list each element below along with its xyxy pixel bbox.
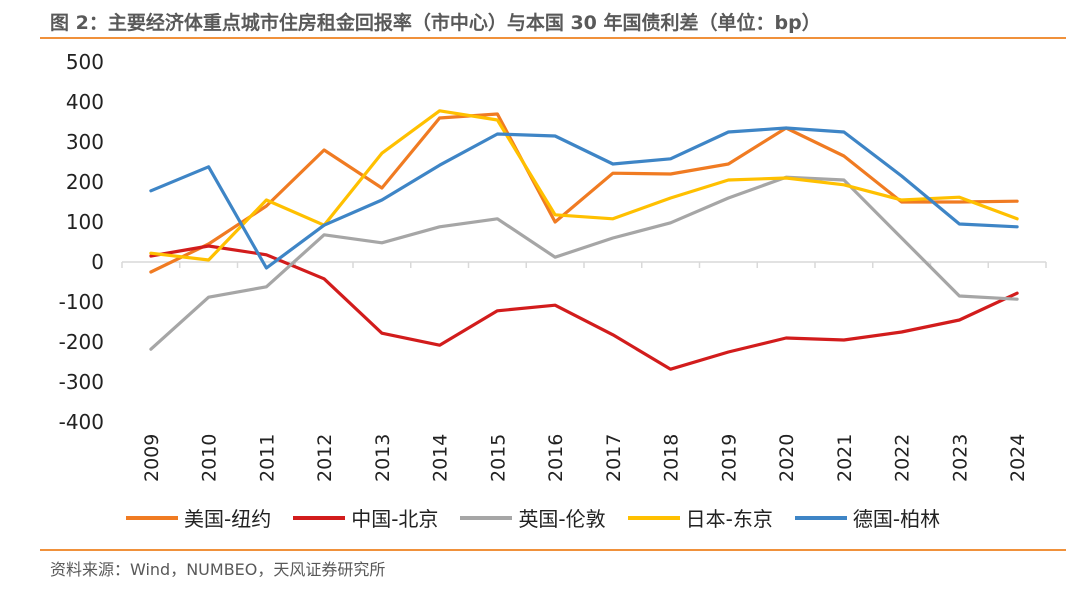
legend-swatch [627,515,680,520]
x-tick-label: 2012 [314,434,336,482]
x-tick-label: 2014 [430,434,452,482]
legend-item-0: 美国-纽约 [126,503,271,532]
legend-swatch [126,515,178,520]
x-tick-label: 2021 [834,434,856,482]
y-tick-label: 0 [91,250,104,274]
x-tick-label: 2019 [718,434,740,482]
x-axis: 2009 2010 2011 2012 2013 2014 2015 2016 2017 2018… [121,261,1047,482]
y-tick-label: -100 [59,290,104,314]
legend-swatch [460,515,513,520]
x-tick-label: 2023 [949,434,971,482]
y-tick-label: -200 [59,330,104,354]
legend-swatch [794,515,847,520]
x-tick-label: 2024 [1007,434,1029,482]
legend-label: 日本-东京 [685,507,773,531]
x-tick-label: 2022 [892,434,914,482]
legend-label: 英国-伦敦 [518,507,606,531]
series-line-2 [149,175,1019,351]
x-tick-label: 2009 [141,434,163,482]
legend-label: 德国-柏林 [852,507,941,531]
legend-swatch [293,515,346,520]
source-divider [40,549,1066,551]
y-tick-label: 300 [66,130,104,154]
source-note: 资料来源：Wind，NUMBEO，天风证券研究所 [50,560,386,579]
legend-label: 美国-纽约 [184,507,272,531]
y-tick-label: 400 [66,90,104,114]
series-line-4 [149,126,1019,270]
x-tick-label: 2016 [545,434,567,482]
chart-title: 图 2：主要经济体重点城市住房租金回报率（市中心）与本国 30 年国债利差（单位… [50,12,821,34]
series-line-0 [149,112,1019,274]
legend-item-1: 中国-北京 [293,503,438,532]
title-divider [40,37,1066,39]
x-tick-label: 2013 [372,434,394,482]
series-line-1 [149,244,1019,371]
line-chart: 500 400 300 200 100 0 -100 -200 -300 -400 2009 201… [59,50,1047,482]
legend-label: 中国-北京 [351,507,439,531]
series-line-3 [149,109,1019,262]
series-lines [149,109,1019,371]
legend-item-2: 英国-伦敦 [460,503,606,532]
y-tick-label: -400 [59,410,104,434]
y-tick-label: -300 [59,370,104,394]
y-tick-label: 100 [66,210,104,234]
legend-item-3: 日本-东京 [627,503,773,532]
x-tick-label: 2020 [776,434,798,482]
y-tick-label: 500 [66,50,104,74]
x-tick-label: 2017 [603,434,625,482]
x-tick-label: 2018 [661,434,683,482]
x-tick-label: 2011 [256,434,278,482]
y-tick-label: 200 [66,170,104,194]
legend-item-4: 德国-柏林 [794,503,941,532]
x-tick-label: 2010 [199,434,221,482]
legend: 美国-纽约 中国-北京 英国-伦敦 日本-东京 德国-柏林 [126,503,962,532]
x-tick-label: 2015 [487,434,509,482]
y-axis: 500 400 300 200 100 0 -100 -200 -300 -400 [59,50,104,434]
